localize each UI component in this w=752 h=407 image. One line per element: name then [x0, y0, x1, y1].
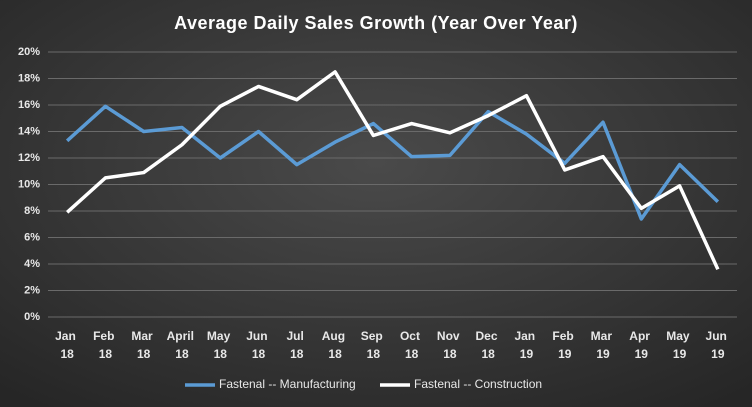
x-tick-label: April 18: [167, 329, 198, 361]
y-tick-label: 14%: [18, 125, 40, 137]
x-tick-label-line: 19: [520, 347, 534, 361]
x-tick-label-line: 18: [367, 347, 381, 361]
x-tick-label-line: May: [666, 329, 693, 343]
x-tick-label-line: Jan: [55, 329, 79, 343]
x-tick-label-line: 18: [443, 347, 457, 361]
x-tick-label: Sep 18: [361, 329, 386, 361]
y-tick-label: 18%: [18, 72, 40, 84]
x-tick-label: Aug 18: [322, 329, 349, 361]
x-tick-label-line: 18: [60, 347, 74, 361]
x-tick-label: Feb 19: [552, 329, 577, 361]
x-tick-label-line: Oct: [400, 329, 423, 343]
x-tick-label: Jun 19: [706, 329, 731, 361]
y-tick-label: 20%: [18, 46, 40, 58]
x-tick-label-line: 18: [290, 347, 304, 361]
x-tick-label-line: 18: [99, 347, 113, 361]
y-tick-label: 12%: [18, 152, 40, 164]
x-tick-label: Feb 18: [93, 329, 118, 361]
line-series: [65, 104, 720, 221]
y-tick-label: 0%: [24, 311, 40, 323]
x-tick-label-line: 19: [673, 347, 687, 361]
x-tick-label: Mar 18: [131, 329, 156, 361]
x-tick-label: Mar 19: [591, 329, 616, 361]
y-tick-label: 10%: [18, 178, 40, 190]
x-tick-label-line: Jan: [514, 329, 538, 343]
x-tick-label: Oct 18: [400, 329, 423, 361]
x-tick-label: Dec 18: [476, 329, 501, 361]
x-tick-label-line: Nov: [437, 329, 463, 343]
x-tick-label-line: 18: [137, 347, 151, 361]
x-tick-label: Jan 19: [514, 329, 538, 361]
x-tick-label-line: 19: [596, 347, 610, 361]
x-tick-label: Jun 18: [246, 329, 271, 361]
x-tick-label-line: 18: [482, 347, 496, 361]
line-series: [65, 70, 720, 271]
x-tick-label-line: 19: [635, 347, 649, 361]
legend-label: Fastenal -- Construction: [414, 377, 542, 391]
x-tick-label-line: 19: [711, 347, 725, 361]
x-tick-label-line: Mar: [591, 329, 616, 343]
x-tick-label: May 18: [207, 329, 234, 361]
x-tick-label-line: 18: [405, 347, 419, 361]
x-tick-label-line: Feb: [552, 329, 577, 343]
chart-title: Average Daily Sales Growth (Year Over Ye…: [174, 13, 578, 33]
x-tick-label-line: 19: [558, 347, 572, 361]
x-tick-label: Apr 19: [629, 329, 653, 361]
x-tick-label-line: Jun: [246, 329, 271, 343]
y-tick-label: 4%: [24, 258, 40, 270]
x-tick-label-line: Apr: [629, 329, 653, 343]
y-tick-label: 16%: [18, 99, 40, 111]
y-tick-label: 2%: [24, 284, 40, 296]
x-tick-label-line: April: [167, 329, 198, 343]
x-tick-label-line: Jun: [706, 329, 731, 343]
x-tick-label-line: 18: [328, 347, 342, 361]
x-tick-label-line: Dec: [476, 329, 501, 343]
legend-label: Fastenal -- Manufacturing: [219, 377, 356, 391]
y-tick-label: 6%: [24, 231, 40, 243]
x-tick-label: Jul 18: [286, 329, 307, 361]
x-tick-label-line: Jul: [286, 329, 307, 343]
x-tick-label-line: 18: [175, 347, 189, 361]
x-tick-label-line: 18: [214, 347, 228, 361]
x-tick-label: Jan 18: [55, 329, 79, 361]
x-tick-label-line: Feb: [93, 329, 118, 343]
x-tick-label-line: 18: [252, 347, 266, 361]
x-tick-label-line: Aug: [322, 329, 349, 343]
x-tick-label-line: Sep: [361, 329, 386, 343]
x-tick-label-line: May: [207, 329, 234, 343]
x-tick-label: May 19: [666, 329, 693, 361]
y-tick-label: 8%: [24, 205, 40, 217]
x-tick-label-line: Mar: [131, 329, 156, 343]
x-tick-label: Nov 18: [437, 329, 463, 361]
